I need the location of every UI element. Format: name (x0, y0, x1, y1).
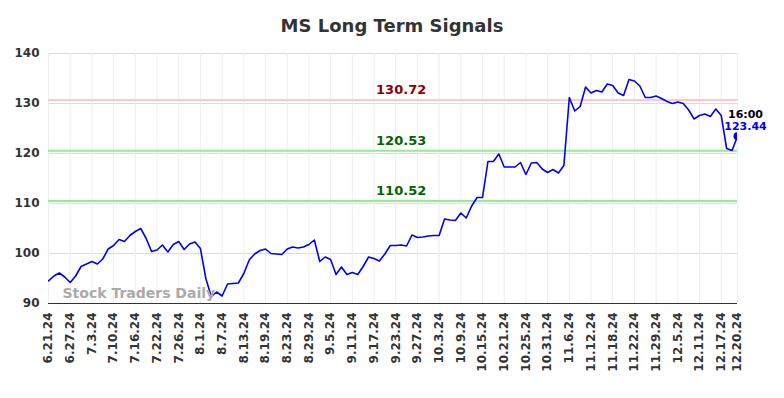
svg-text:10.15.24: 10.15.24 (475, 313, 489, 372)
svg-text:10.9.24: 10.9.24 (454, 313, 468, 364)
svg-text:8.1.24: 8.1.24 (193, 313, 207, 356)
svg-text:6.27.24: 6.27.24 (63, 313, 77, 364)
svg-text:8.29.24: 8.29.24 (302, 313, 316, 364)
svg-text:100: 100 (14, 246, 39, 260)
svg-text:10.31.24: 10.31.24 (540, 313, 554, 372)
svg-text:90: 90 (23, 296, 40, 310)
svg-text:10.3.24: 10.3.24 (432, 313, 446, 364)
svg-text:11.29.24: 11.29.24 (649, 313, 663, 372)
svg-text:9.5.24: 9.5.24 (323, 313, 337, 356)
svg-text:110.52: 110.52 (376, 183, 426, 198)
html-text:MS Long Term Signals: MS Long Term Signals (280, 15, 504, 36)
svg-text:7.16.24: 7.16.24 (128, 313, 142, 364)
svg-text:12.17.24: 12.17.24 (714, 313, 728, 372)
svg-text:8.19.24: 8.19.24 (258, 313, 272, 364)
svg-text:9.17.24: 9.17.24 (367, 313, 381, 364)
svg-text:8.7.24: 8.7.24 (215, 313, 229, 356)
svg-text:7.3.24: 7.3.24 (85, 313, 99, 356)
svg-text:9.27.24: 9.27.24 (410, 313, 424, 364)
svg-text:12.20.24: 12.20.24 (730, 313, 744, 372)
svg-text:9.11.24: 9.11.24 (345, 313, 359, 364)
svg-text:140: 140 (14, 46, 39, 60)
svg-text:11.22.24: 11.22.24 (627, 313, 641, 372)
svg-text:11.12.24: 11.12.24 (584, 313, 598, 372)
svg-text:7.10.24: 7.10.24 (106, 313, 120, 364)
svg-text:130.72: 130.72 (376, 82, 426, 97)
svg-text:12.5.24: 12.5.24 (671, 313, 685, 364)
svg-text:11.18.24: 11.18.24 (606, 313, 620, 372)
svg-text:6.21.24: 6.21.24 (41, 313, 55, 364)
svg-text:9.23.24: 9.23.24 (389, 313, 403, 364)
svg-text:8.23.24: 8.23.24 (280, 313, 294, 364)
svg-text:12.11.24: 12.11.24 (692, 313, 706, 372)
svg-text:10.25.24: 10.25.24 (519, 313, 533, 372)
svg-text:10.21.24: 10.21.24 (497, 313, 511, 372)
svg-text:7.26.24: 7.26.24 (172, 313, 186, 364)
svg-text:11.6.24: 11.6.24 (562, 313, 576, 364)
svg-text:120: 120 (14, 146, 39, 160)
svg-text:130: 130 (14, 96, 39, 110)
svg-text:7.22.24: 7.22.24 (150, 313, 164, 364)
svg-text:8.13.24: 8.13.24 (237, 313, 251, 364)
svg-text:110: 110 (14, 196, 39, 210)
svg-text:120.53: 120.53 (376, 133, 426, 148)
svg-text:16:00: 16:00 (728, 107, 763, 121)
svg-text:123.44: 123.44 (724, 120, 767, 133)
svg-text:Stock Traders Daily: Stock Traders Daily (63, 285, 216, 301)
